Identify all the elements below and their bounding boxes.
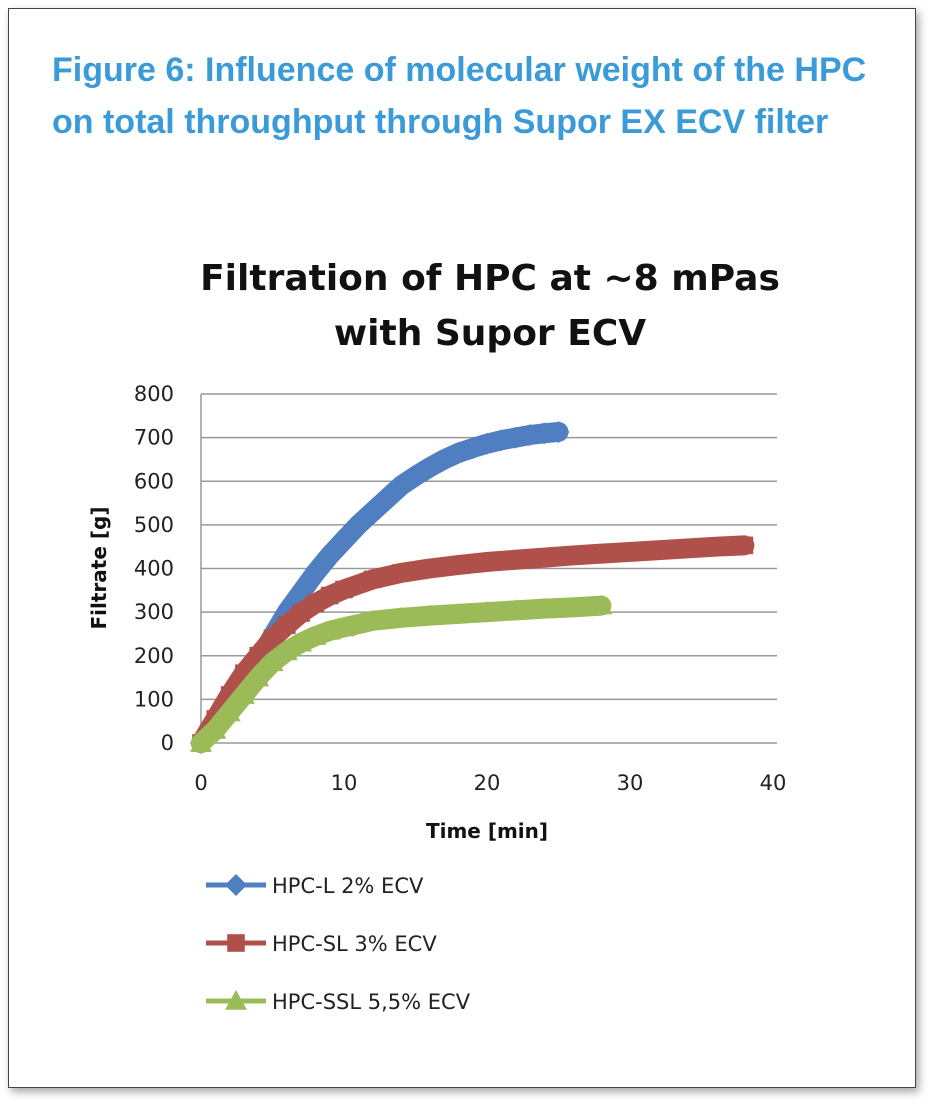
x-tick-label: 10 <box>331 771 358 795</box>
data-point <box>304 625 327 645</box>
data-point <box>392 564 410 582</box>
data-point <box>418 456 441 479</box>
data-point <box>204 718 227 739</box>
legend-marker <box>227 934 245 952</box>
data-point <box>476 601 498 621</box>
legend-label: HPC-SSL 5,5% ECV <box>272 990 471 1014</box>
figure-card <box>8 8 916 1088</box>
x-tick-label: 0 <box>194 771 207 795</box>
y-tick-label: 400 <box>134 557 174 581</box>
data-point <box>564 546 582 565</box>
data-point <box>478 553 496 571</box>
data-point <box>335 580 353 599</box>
legend-label: HPC-SL 3% ECV <box>272 932 437 956</box>
data-point <box>533 422 556 445</box>
data-point <box>621 543 639 561</box>
series-triangle <box>190 594 613 753</box>
data-point <box>547 420 570 443</box>
data-point <box>533 597 556 618</box>
y-axis-label: Filtrate [g] <box>87 507 111 630</box>
data-point <box>421 559 439 578</box>
data-point <box>361 609 384 630</box>
data-point <box>218 701 241 722</box>
legend-marker <box>225 990 247 1010</box>
data-point <box>649 541 668 559</box>
data-point <box>418 604 441 625</box>
data-point <box>232 684 255 704</box>
series-square <box>191 535 755 753</box>
data-point <box>375 487 398 510</box>
y-tick-label: 200 <box>134 644 174 668</box>
y-tick-label: 700 <box>134 426 174 450</box>
data-point <box>278 616 296 635</box>
x-axis-label: Time [min] <box>426 819 548 843</box>
data-point <box>333 529 355 552</box>
legend-label: HPC-L 2% ECV <box>272 874 424 898</box>
data-point <box>449 556 468 574</box>
legend-marker <box>225 874 247 896</box>
data-point <box>304 561 327 584</box>
data-point <box>390 474 413 497</box>
data-point <box>504 426 527 449</box>
y-tick-label: 500 <box>134 513 174 537</box>
data-point <box>561 596 584 617</box>
data-point <box>518 424 541 447</box>
data-point <box>361 500 384 523</box>
data-point <box>320 586 339 605</box>
data-point <box>592 544 611 563</box>
chart-title-line-2: with Supor ECV <box>334 313 646 354</box>
data-point <box>306 594 325 613</box>
data-point <box>590 594 613 615</box>
data-point <box>190 732 212 752</box>
x-tick-label: 30 <box>617 771 644 795</box>
data-point <box>707 537 725 556</box>
chart-title-line-1: Filtration of HPC at ~8 mPas <box>200 258 780 299</box>
data-point <box>247 666 270 687</box>
x-tick-label: 20 <box>474 771 501 795</box>
data-point <box>318 544 341 567</box>
data-point <box>447 602 470 623</box>
data-point <box>263 629 282 648</box>
data-point <box>363 570 382 589</box>
data-point <box>275 640 298 661</box>
y-tick-label: 600 <box>134 469 174 493</box>
data-point <box>390 606 413 627</box>
data-point <box>261 651 284 672</box>
y-tick-label: 100 <box>134 687 174 711</box>
x-tick-label: 40 <box>760 771 787 795</box>
data-point <box>506 550 525 569</box>
data-point <box>404 465 427 488</box>
data-point <box>678 539 696 558</box>
data-point <box>333 616 355 637</box>
data-point <box>504 599 527 620</box>
data-point <box>290 631 313 652</box>
data-point <box>735 536 754 555</box>
data-point <box>535 548 553 567</box>
figure-caption: Figure 6: Influence of molecular weight … <box>52 51 867 141</box>
data-point <box>292 604 310 622</box>
y-tick-label: 0 <box>161 731 174 755</box>
data-point <box>490 429 513 452</box>
y-tick-label: 300 <box>134 600 174 624</box>
data-point <box>347 513 370 536</box>
y-tick-label: 800 <box>134 382 174 406</box>
